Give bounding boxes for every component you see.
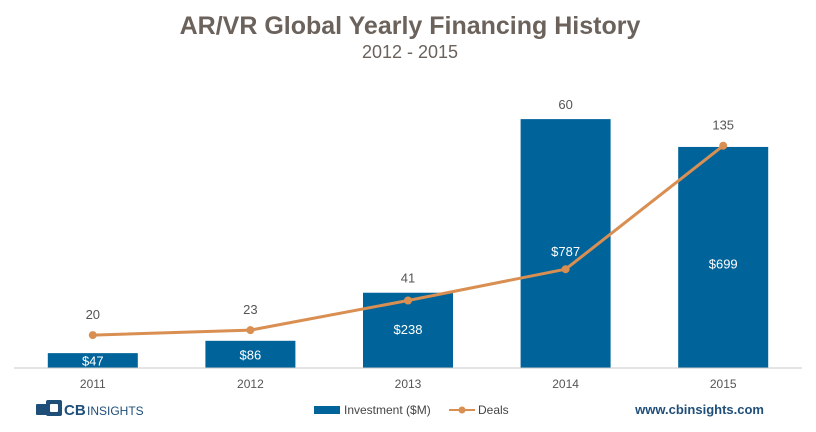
legend-swatch-investment xyxy=(314,406,340,414)
bar-value-label-2012: $86 xyxy=(240,347,262,362)
legend: Investment ($M) Deals xyxy=(314,403,509,417)
legend-swatch-deals-marker xyxy=(458,406,466,414)
cb-insights-logo: CB INSIGHTS xyxy=(36,400,144,419)
logo-insights-text: INSIGHTS xyxy=(87,404,144,418)
x-tick-label-2012: 2012 xyxy=(237,377,264,391)
x-tick-label-2011: 2011 xyxy=(80,377,106,391)
bar-value-label-2011: $47 xyxy=(82,354,104,369)
deals-value-label-2011: 20 xyxy=(86,307,100,322)
bar-value-label-2014: $787 xyxy=(551,244,580,259)
chart-subtitle: 2012 - 2015 xyxy=(362,42,458,62)
deals-value-label-2015: 135 xyxy=(712,118,734,133)
bar-2012 xyxy=(205,340,296,368)
deals-point-2012 xyxy=(246,326,255,335)
x-tick-label-2013: 2013 xyxy=(395,377,422,391)
bars-group: $47 $86 $238 $787 $699 xyxy=(47,119,769,369)
deals-value-label-2012: 23 xyxy=(243,302,257,317)
deals-point-2015 xyxy=(719,141,728,150)
website-url: www.cbinsights.com xyxy=(634,402,764,417)
deals-line-group: 20 23 41 60 135 xyxy=(86,97,734,340)
deals-value-label-2014: 60 xyxy=(558,97,572,112)
x-tick-labels: 2011 2012 2013 2014 2015 xyxy=(80,377,737,391)
logo-cb-text: CB xyxy=(64,402,86,419)
deals-point-2014 xyxy=(561,265,570,274)
bar-value-label-2015: $699 xyxy=(709,257,738,272)
bar-2011 xyxy=(47,353,138,368)
deals-point-2013 xyxy=(404,296,412,305)
deals-point-2011 xyxy=(88,331,97,340)
bar-value-label-2013: $238 xyxy=(394,322,423,337)
bar-2015 xyxy=(678,146,769,368)
legend-label-deals: Deals xyxy=(478,403,509,417)
x-tick-label-2015: 2015 xyxy=(710,377,737,391)
deals-value-label-2013: 41 xyxy=(401,271,415,286)
x-tick-label-2014: 2014 xyxy=(552,377,579,391)
bar-2014 xyxy=(520,119,611,368)
legend-label-investment: Investment ($M) xyxy=(344,403,431,417)
chart-title: AR/VR Global Yearly Financing History xyxy=(180,12,641,40)
cb-logo-icon xyxy=(36,400,62,416)
